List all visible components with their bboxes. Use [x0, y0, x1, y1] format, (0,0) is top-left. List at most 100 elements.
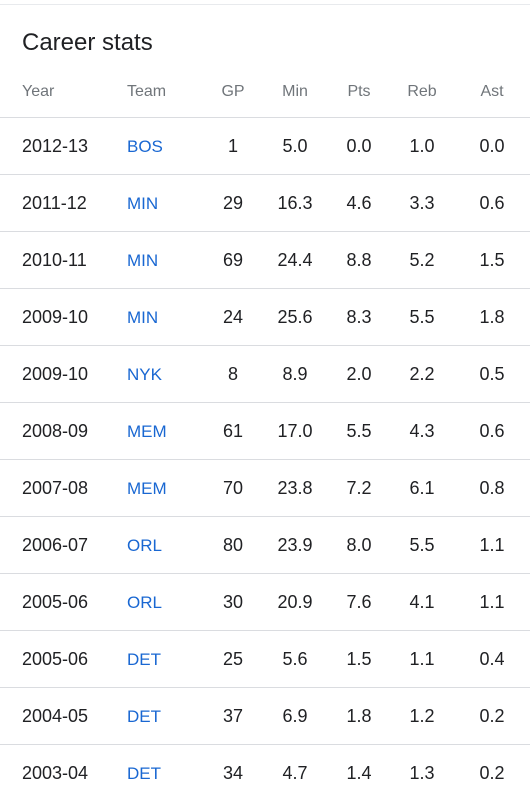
cell-min: 24.4	[262, 231, 328, 289]
cell-team: ORL	[127, 516, 204, 574]
column-header-pts: Pts	[328, 67, 390, 118]
column-header-ast: Ast	[454, 67, 530, 118]
cell-gp: 61	[204, 402, 262, 460]
cell-min: 5.0	[262, 117, 328, 175]
cell-pts: 0.0	[328, 117, 390, 175]
cell-year: 2011-12	[0, 174, 127, 232]
table-row: 2004-05 DET 37 6.9 1.8 1.2 0.2	[0, 687, 530, 745]
cell-gp: 30	[204, 573, 262, 631]
cell-gp: 69	[204, 231, 262, 289]
cell-min: 25.6	[262, 288, 328, 346]
cell-team: DET	[127, 687, 204, 745]
team-link[interactable]: NYK	[127, 364, 162, 384]
cell-reb: 6.1	[390, 459, 454, 517]
cell-reb: 1.0	[390, 117, 454, 175]
cell-gp: 25	[204, 630, 262, 688]
team-link[interactable]: ORL	[127, 535, 162, 555]
cell-team: MEM	[127, 402, 204, 460]
cell-team: MIN	[127, 231, 204, 289]
team-link[interactable]: MIN	[127, 307, 159, 327]
cell-min: 6.9	[262, 687, 328, 745]
cell-reb: 3.3	[390, 174, 454, 232]
table-row: 2005-06 ORL 30 20.9 7.6 4.1 1.1	[0, 573, 530, 631]
cell-reb: 1.2	[390, 687, 454, 745]
column-header-min: Min	[262, 67, 328, 118]
cell-min: 16.3	[262, 174, 328, 232]
team-link[interactable]: MEM	[127, 478, 167, 498]
cell-pts: 2.0	[328, 345, 390, 403]
cell-pts: 1.8	[328, 687, 390, 745]
column-header-gp: GP	[204, 67, 262, 118]
cell-pts: 8.3	[328, 288, 390, 346]
cell-ast: 0.0	[454, 117, 530, 175]
cell-pts: 1.4	[346, 762, 372, 783]
team-link[interactable]: ORL	[127, 592, 162, 612]
cell-reb: 5.5	[390, 516, 454, 574]
cell-ast: 0.2	[479, 762, 505, 783]
table-header-row: Year Team GP Min Pts Reb Ast	[0, 67, 530, 118]
table-row: 2009-10 MIN 24 25.6 8.3 5.5 1.8	[0, 288, 530, 346]
cell-reb: 5.2	[390, 231, 454, 289]
cell-ast: 1.1	[454, 573, 530, 631]
column-header-year: Year	[0, 67, 127, 118]
team-link[interactable]: MIN	[127, 193, 159, 213]
cell-year: 2007-08	[0, 459, 127, 517]
cell-reb: 5.5	[390, 288, 454, 346]
cell-ast: 1.1	[454, 516, 530, 574]
table-row: 2006-07 ORL 80 23.9 8.0 5.5 1.1	[0, 516, 530, 574]
top-divider	[0, 0, 530, 5]
cell-pts: 7.2	[328, 459, 390, 517]
cell-pts: 8.8	[328, 231, 390, 289]
cell-gp: 29	[204, 174, 262, 232]
table-row: 2012-13 BOS 1 5.0 0.0 1.0 0.0	[0, 117, 530, 175]
cell-team: MIN	[127, 288, 204, 346]
cell-min: 8.9	[262, 345, 328, 403]
team-link[interactable]: MEM	[127, 421, 167, 441]
cell-team: MIN	[127, 174, 204, 232]
cell-pts: 7.6	[328, 573, 390, 631]
team-link[interactable]: BOS	[127, 136, 163, 156]
cell-pts: 1.5	[328, 630, 390, 688]
cell-ast: 1.8	[454, 288, 530, 346]
cell-gp: 24	[204, 288, 262, 346]
cell-ast: 0.6	[454, 174, 530, 232]
career-stats-table: Year Team GP Min Pts Reb Ast 2012-13 BOS 1…	[0, 67, 530, 800]
cell-team: MEM	[127, 459, 204, 517]
table-row: 2005-06 DET 25 5.6 1.5 1.1 0.4	[0, 630, 530, 688]
cell-team: DET	[127, 745, 204, 800]
cell-gp: 1	[204, 117, 262, 175]
cell-reb: 2.2	[390, 345, 454, 403]
table-row: 2011-12 MIN 29 16.3 4.6 3.3 0.6	[0, 174, 530, 232]
cell-reb: 4.3	[390, 402, 454, 460]
cell-ast: 0.5	[454, 345, 530, 403]
cell-year: 2008-09	[0, 402, 127, 460]
cell-ast: 0.2	[454, 687, 530, 745]
cell-year: 2010-11	[0, 231, 127, 289]
section-title: Career stats	[22, 29, 153, 56]
cell-min: 17.0	[262, 402, 328, 460]
cell-gp: 70	[204, 459, 262, 517]
table-row: 2009-10 NYK 8 8.9 2.0 2.2 0.5	[0, 345, 530, 403]
cell-gp: 34	[222, 762, 244, 783]
team-link[interactable]: MIN	[127, 250, 159, 270]
cell-pts: 5.5	[328, 402, 390, 460]
cell-year: 2006-07	[0, 516, 127, 574]
cell-year: 2009-10	[0, 345, 127, 403]
team-link[interactable]: DET	[127, 649, 161, 669]
team-link[interactable]: DET	[127, 763, 161, 783]
table-row: 2008-09 MEM 61 17.0 5.5 4.3 0.6	[0, 402, 530, 460]
cell-gp: 37	[204, 687, 262, 745]
cell-ast: 0.6	[454, 402, 530, 460]
team-link[interactable]: DET	[127, 706, 161, 726]
cell-year: 2005-06	[0, 573, 127, 631]
cell-gp: 8	[204, 345, 262, 403]
cell-ast: 0.4	[454, 630, 530, 688]
cell-year: 2005-06	[0, 630, 127, 688]
cell-pts: 8.0	[328, 516, 390, 574]
table-row: 2003-04 DET 34 4.7 1.4 1.3 0.2	[0, 745, 530, 800]
cell-year: 2003-04	[22, 762, 89, 783]
cell-reb: 1.1	[390, 630, 454, 688]
cell-reb: 1.3	[409, 762, 435, 783]
cell-ast: 0.8	[454, 459, 530, 517]
